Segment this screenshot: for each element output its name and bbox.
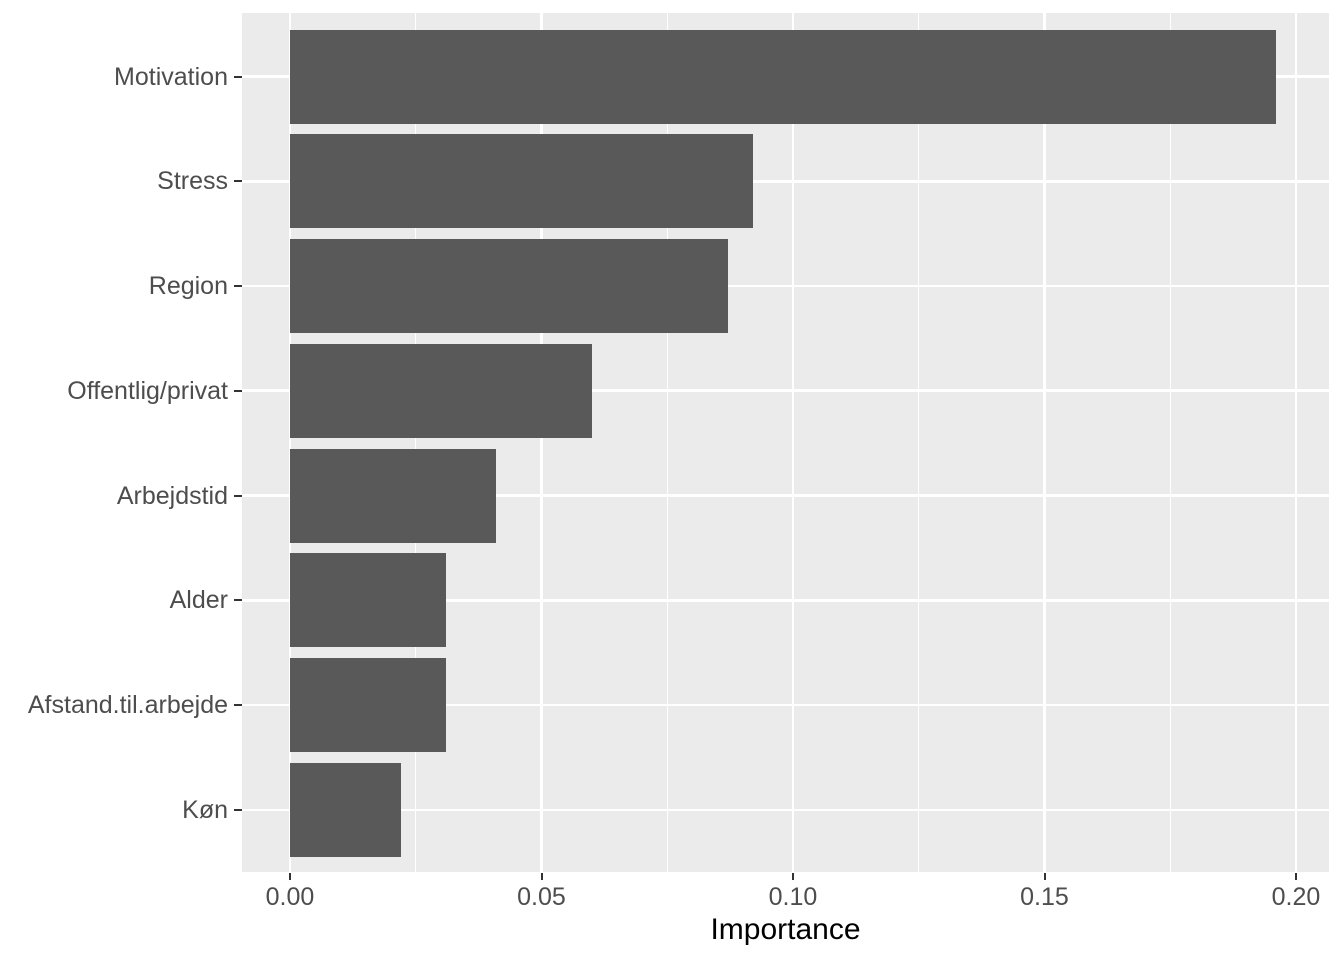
bar-offentlig-privat bbox=[290, 343, 592, 438]
x-axis-tick bbox=[1295, 873, 1297, 880]
y-axis-tick bbox=[234, 389, 242, 392]
x-axis-tick bbox=[540, 873, 543, 880]
y-axis-tick bbox=[234, 75, 242, 78]
grid-line-minor-vertical bbox=[918, 13, 920, 872]
grid-line-major-vertical bbox=[791, 13, 795, 872]
grid-line-minor-vertical bbox=[1169, 13, 1171, 872]
grid-line-major-vertical bbox=[288, 13, 292, 872]
x-axis-tick bbox=[289, 873, 291, 880]
y-axis-label: Køn bbox=[182, 795, 228, 824]
bar-motivation bbox=[290, 29, 1276, 124]
grid-line-minor-vertical bbox=[666, 13, 668, 872]
grid-line-horizontal bbox=[242, 284, 1329, 288]
y-axis-tick bbox=[234, 704, 242, 707]
y-axis-tick bbox=[234, 180, 242, 183]
grid-line-major-vertical bbox=[1043, 13, 1046, 872]
x-axis-tick-label: 0.20 bbox=[1271, 883, 1321, 911]
bar-stress bbox=[290, 134, 753, 229]
grid-line-horizontal bbox=[242, 599, 1329, 602]
x-axis-tick-label: 0.00 bbox=[265, 883, 315, 911]
y-axis-tick bbox=[234, 285, 242, 288]
bar-arbejdstid bbox=[290, 448, 497, 543]
x-axis-tick bbox=[792, 873, 794, 880]
grid-line-major-vertical bbox=[540, 13, 543, 872]
grid-line-minor-vertical bbox=[415, 13, 417, 872]
grid-line-horizontal bbox=[242, 808, 1329, 812]
y-axis-label: Stress bbox=[157, 167, 228, 196]
grid-line-horizontal bbox=[242, 703, 1329, 707]
y-axis-tick bbox=[234, 494, 242, 497]
y-axis-label: Arbejdstid bbox=[116, 481, 228, 510]
grid-line-horizontal bbox=[242, 389, 1329, 393]
x-axis-tick bbox=[1043, 873, 1046, 880]
y-axis-tick bbox=[234, 599, 242, 602]
bar-alder bbox=[290, 553, 446, 648]
grid-line-horizontal bbox=[242, 494, 1329, 497]
y-axis-label: Region bbox=[148, 272, 228, 301]
x-axis-tick-label: 0.10 bbox=[768, 883, 818, 911]
bar-k-n bbox=[290, 762, 401, 857]
bar-region bbox=[290, 239, 728, 334]
plot-panel bbox=[242, 13, 1329, 872]
y-axis-label: Alder bbox=[169, 586, 228, 615]
y-axis-label: Motivation bbox=[114, 62, 228, 91]
grid-line-major-vertical bbox=[1294, 13, 1298, 872]
y-axis-label: Afstand.til.arbejde bbox=[27, 691, 228, 720]
bar-afstand-til-arbejde bbox=[290, 658, 446, 753]
y-axis-label: Offentlig/privat bbox=[67, 376, 228, 405]
grid-line-horizontal bbox=[242, 179, 1329, 183]
x-axis-title: Importance bbox=[710, 913, 861, 946]
y-axis-tick bbox=[234, 808, 242, 811]
x-axis-tick-label: 0.05 bbox=[517, 883, 566, 911]
x-axis-tick-label: 0.15 bbox=[1020, 883, 1069, 911]
